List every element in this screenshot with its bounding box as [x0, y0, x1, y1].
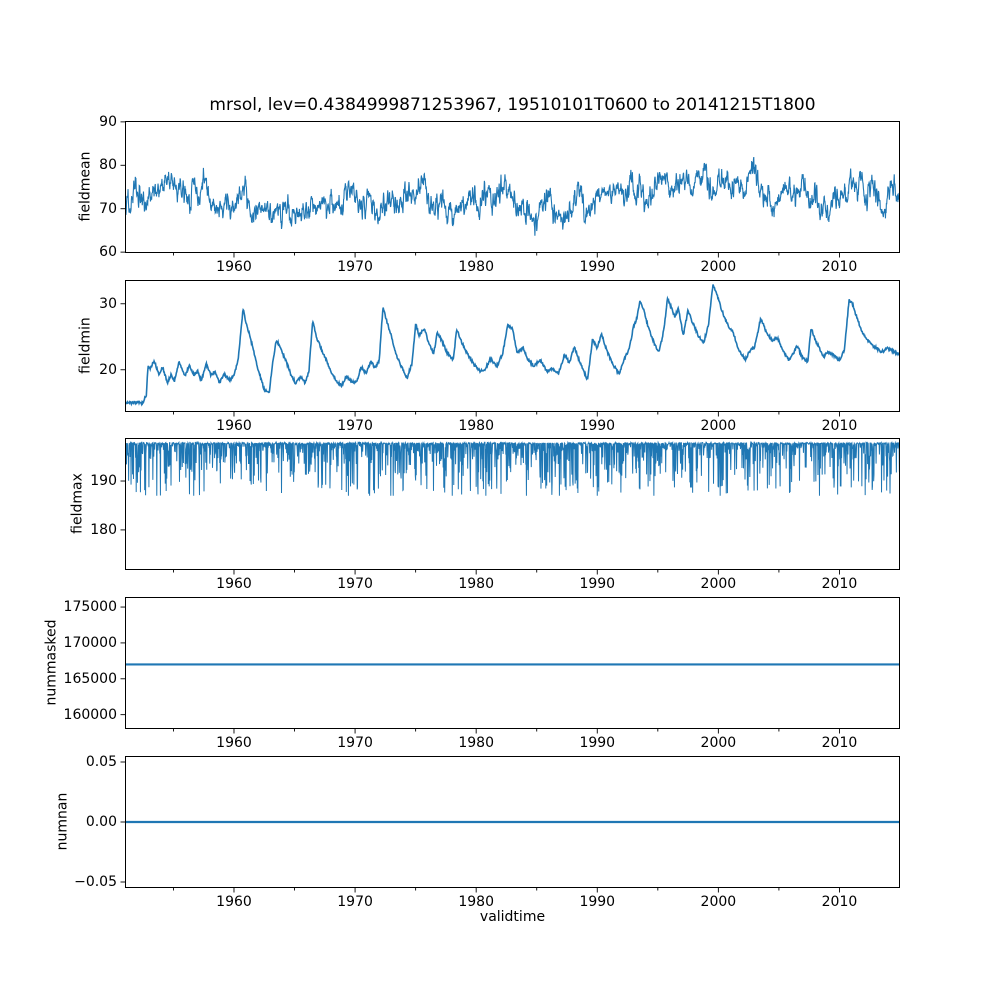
- x-tick-label: 2000: [700, 735, 737, 751]
- x-tick-label: 1980: [458, 576, 494, 592]
- y-tick-label: 80: [99, 157, 117, 174]
- x-tick-label: 2010: [821, 259, 858, 275]
- subplot-fieldmean: [120, 121, 900, 258]
- y-tick-label: 190: [90, 473, 117, 490]
- y-tick-label: 30: [99, 295, 117, 312]
- x-tick-label: 1960: [216, 418, 252, 434]
- x-tick-label: 2000: [700, 259, 737, 275]
- x-tick-label: 1980: [458, 735, 494, 751]
- axes-frame: [125, 121, 900, 253]
- y-tick-label: 60: [99, 244, 117, 261]
- x-tick-label: 1990: [579, 418, 616, 434]
- x-tick-label: 2000: [700, 576, 737, 592]
- y-tick-label: 175000: [63, 599, 117, 616]
- subplot-fieldmin: [120, 280, 900, 417]
- y-tick-label: 165000: [63, 670, 117, 687]
- x-tick-label: 1960: [216, 894, 252, 910]
- y-tick-label: −0.05: [74, 874, 117, 890]
- axes-frame: [125, 597, 900, 729]
- x-tick-label: 1990: [579, 894, 616, 910]
- subplot-nummasked: [120, 597, 900, 734]
- axes-frame: [125, 756, 900, 888]
- y-axis-label-nummasked: nummasked: [43, 619, 60, 706]
- figure-title: mrsol, lev=0.4384999871253967, 19510101T…: [209, 95, 816, 115]
- x-tick-label: 1990: [579, 735, 616, 751]
- y-tick-label: 20: [99, 361, 117, 378]
- subplot-fieldmax: [120, 438, 900, 575]
- x-tick-label: 1970: [337, 735, 373, 751]
- y-axis-label-fieldmax: fieldmax: [69, 473, 86, 534]
- x-tick-label: 1970: [337, 894, 373, 910]
- x-axis-label: validtime: [479, 909, 546, 925]
- axes-frame: [125, 438, 900, 570]
- axes-frame: [125, 280, 900, 412]
- y-tick-label: 70: [99, 200, 117, 217]
- series-line-fieldmean: [125, 156, 900, 236]
- x-tick-label: 1960: [216, 259, 252, 275]
- y-tick-label: 90: [99, 113, 117, 130]
- y-axis-label-fieldmin: fieldmin: [77, 317, 94, 374]
- y-tick-label: 160000: [63, 706, 117, 723]
- subplot-numnan: [120, 756, 900, 893]
- y-tick-label: 0.05: [85, 754, 117, 770]
- x-tick-label: 1970: [337, 418, 373, 434]
- series-line-fieldmin: [125, 284, 900, 407]
- x-tick-label: 1970: [337, 259, 373, 275]
- x-tick-label: 2000: [700, 894, 737, 910]
- x-tick-label: 2010: [821, 894, 858, 910]
- x-tick-label: 1960: [216, 735, 252, 751]
- x-tick-label: 1990: [579, 576, 616, 592]
- y-axis-label-fieldmean: fieldmean: [77, 151, 94, 222]
- x-tick-label: 2010: [821, 576, 858, 592]
- x-tick-label: 1980: [458, 894, 494, 910]
- x-tick-label: 1990: [579, 259, 616, 275]
- x-tick-label: 1960: [216, 576, 252, 592]
- x-tick-label: 2010: [821, 418, 858, 434]
- series-line-fieldmax: [125, 440, 900, 496]
- y-tick-label: 0.00: [85, 814, 117, 830]
- x-tick-label: 1970: [337, 576, 373, 592]
- y-tick-label: 180: [90, 521, 117, 538]
- x-tick-label: 2010: [821, 735, 858, 751]
- x-tick-label: 1980: [458, 259, 494, 275]
- x-tick-label: 2000: [700, 418, 737, 434]
- y-tick-label: 170000: [63, 634, 117, 651]
- y-axis-label-numnan: numnan: [54, 792, 71, 851]
- x-tick-label: 1980: [458, 418, 494, 434]
